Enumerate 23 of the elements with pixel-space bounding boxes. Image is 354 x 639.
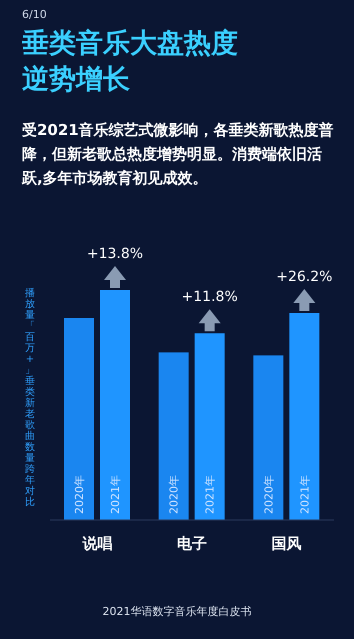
bar: [289, 313, 320, 520]
series-label: 2021年: [109, 475, 122, 514]
bar: [194, 333, 225, 520]
bar: [64, 318, 94, 520]
bar: [158, 352, 189, 520]
text: 2021年: [204, 475, 217, 514]
text: 2020年: [262, 475, 276, 514]
text: 播放量「百万+」垂类新老歌曲数量跨年对比: [25, 288, 35, 508]
text: 2021华语数字音乐年度白皮书: [102, 604, 252, 619]
x-tick-label: 说唱: [81, 534, 112, 553]
annotation: +13.8%: [86, 246, 144, 262]
text: 2020年: [168, 475, 181, 514]
annotation: +26.2%: [276, 269, 332, 285]
x-tick-label: 电子: [177, 534, 207, 553]
text: 2021年: [298, 475, 312, 514]
bar: [253, 355, 284, 520]
chart-subtitle: 受2021音乐综艺式微影响，各垂类新歌热度普降，但新老歌总热度增势明显。消费端依旧活跃,多年市场教育初见成效。: [22, 120, 335, 189]
chart-title: 垂类音乐大盘热度逆势增长: [22, 27, 239, 97]
text: 6/10: [22, 8, 47, 21]
series-label: 2020年: [73, 475, 86, 514]
annotation: +11.8%: [182, 289, 238, 306]
bar: [100, 290, 130, 520]
x-tick-label: 国风: [272, 534, 302, 553]
